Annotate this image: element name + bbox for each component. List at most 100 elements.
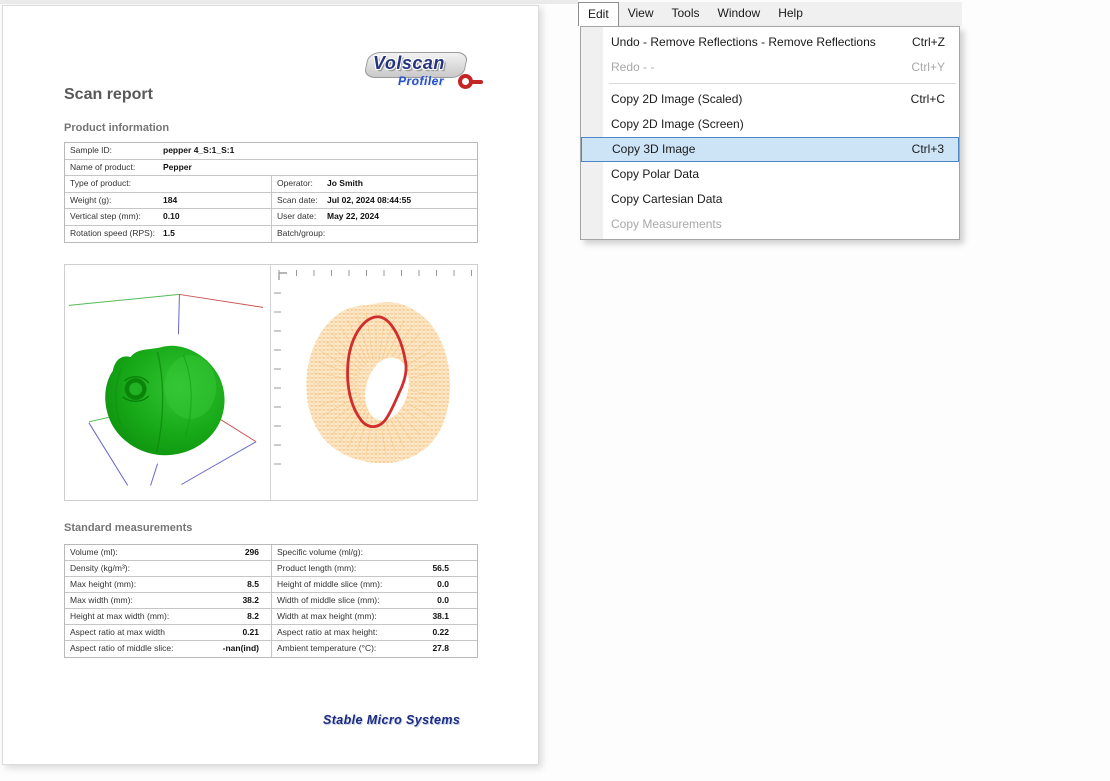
row-value: -nan(ind) [222,643,259,653]
row-value: 38.2 [242,595,259,605]
menu-edit[interactable]: Edit [578,2,619,26]
row-label: User date: [277,211,317,221]
row-value: 0.0 [437,579,449,589]
table-row: Max width (mm): 38.2 Width of middle slice… [65,593,477,609]
row-left-half: Max height (mm): 8.5 [65,577,271,592]
menu-item-copy-measurements: Copy Measurements [581,212,959,237]
row-value: Jo Smith [327,178,363,188]
menu-item-label: Undo - Remove Reflections - Remove Refle… [611,35,876,49]
row-label: Vertical step (mm): [70,211,141,221]
table-row: Sample ID: pepper 4_S:1_S:1 [65,143,477,160]
menu-item-copy-3d-image[interactable]: Copy 3D Image Ctrl+3 [581,137,959,162]
product-info-heading: Product information [64,122,170,134]
table-row: Height at max width (mm): 8.2 Width at max… [65,609,477,625]
row-label: Volume (ml): [70,547,118,557]
row-value: 27.8 [432,643,449,653]
row-value: Jul 02, 2024 08:44:55 [327,194,412,205]
row-right-half: Width at max height (mm): 38.1 [271,609,477,624]
row-right-half: Width of middle slice (mm): 0.0 [271,593,477,608]
core-contour [346,315,408,429]
menu-item-label: Copy Measurements [611,217,722,231]
row-value: 0.22 [432,627,449,637]
row-label: Density (kg/m³): [70,563,130,573]
menu-shortcut: Ctrl+Z [912,35,945,49]
menu-item-copy-cartesian-data[interactable]: Copy Cartesian Data [581,187,959,212]
row-right-half: Product length (mm): 56.5 [271,561,477,576]
table-row: Type of product: Operator: Jo Smith [65,176,477,193]
menu-item-copy-2d-image-scaled[interactable]: Copy 2D Image (Scaled) Ctrl+C [581,87,959,112]
row-label: Specific volume (ml/g): [277,547,363,557]
row-label: Rotation speed (RPS): [70,227,156,238]
row-right-half: Aspect ratio at max height: 0.22 [271,625,477,640]
scan-visualization-panel [64,264,478,501]
menu-item-undo-remove-reflections-remove-reflections[interactable]: Undo - Remove Reflections - Remove Refle… [581,30,959,55]
menu-item-label: Copy 2D Image (Screen) [611,117,744,131]
menu-help[interactable]: Help [778,6,803,20]
row-value: 1.5 [163,227,175,238]
menu-item-label: Copy Polar Data [611,167,700,181]
volscan-profiler-logo: Volscan Profiler [363,50,483,94]
row-left-half: Volume (ml): 296 [65,545,271,560]
row-value: May 22, 2024 [327,211,379,221]
table-row: Volume (ml): 296 Specific volume (ml/g): [65,545,477,561]
menu-item-label: Redo - - [611,60,655,74]
logo-c-icon [458,74,483,89]
pepper-3d-body [105,345,225,456]
row-value: 56.5 [432,563,449,573]
row-label: Product length (mm): [277,563,357,573]
menu-shortcut: Ctrl+3 [911,142,944,156]
menu-window[interactable]: Window [717,6,761,20]
row-left-half: Aspect ratio of middle slice: -nan(ind) [65,641,271,657]
menu-item-label: Copy 2D Image (Scaled) [611,92,743,106]
row-value [259,561,271,576]
menu-shortcut: Ctrl+Y [911,60,945,74]
table-row: Max height (mm): 8.5 Height of middle slic… [65,577,477,593]
row-label: Type of product: [70,178,131,188]
menu-item-label: Copy 3D Image [612,142,696,156]
row-left-half: Height at max width (mm): 8.2 [65,609,271,624]
table-row: Density (kg/m³): Product length (mm): 56.5 [65,561,477,577]
row-left-half: Vertical step (mm): 0.10 [65,209,271,225]
row-label: Height of middle slice (mm): [277,579,383,589]
row-right-half: Ambient temperature (°C): 27.8 [271,641,477,657]
row-label: Aspect ratio at max height: [277,627,378,637]
row-left-half: Type of product: [65,176,271,192]
row-value: 38.1 [432,611,449,621]
row-left-half: Max width (mm): 38.2 [65,593,271,608]
row-right-half: Height of middle slice (mm): 0.0 [271,577,477,592]
row-left-half: Rotation speed (RPS): 1.5 [65,226,271,243]
menu-tools[interactable]: Tools [671,6,700,20]
row-value: Pepper [163,161,192,172]
menu-shortcut: Ctrl+C [910,92,945,106]
row-label: Max width (mm): [70,595,133,605]
table-row: Rotation speed (RPS): 1.5 Batch/group: [65,225,477,243]
logo-profiler-text: Profiler [398,74,445,88]
menu-item-redo: Redo - - Ctrl+Y [581,55,959,80]
row-value: 8.2 [247,611,259,621]
edit-menu-dropdown: Undo - Remove Reflections - Remove Refle… [580,26,960,240]
row-label: Width of middle slice (mm): [277,595,380,605]
row-value: 296 [244,547,259,557]
menu-item-copy-polar-data[interactable]: Copy Polar Data [581,162,959,187]
row-value: 0.21 [242,627,259,637]
row-value: 0.0 [437,595,449,605]
row-right-half: Operator: Jo Smith [271,176,477,192]
menu-item-copy-2d-image-screen[interactable]: Copy 2D Image (Screen) [581,112,959,137]
menu-view[interactable]: View [627,6,654,20]
product-info-table: Sample ID: pepper 4_S:1_S:1 Name of produc… [64,142,478,243]
table-row: Name of product: Pepper [65,160,477,176]
page-background-strip [0,0,578,4]
menu-bar: Edit View Tools Window Help [578,2,962,26]
menu-separator [609,83,956,84]
measurements-table: Volume (ml): 296 Specific volume (ml/g): De… [64,544,478,658]
row-label: Max height (mm): [70,579,137,589]
row-label: Name of product: [70,161,136,172]
measurements-heading: Standard measurements [64,522,193,534]
row-label: Aspect ratio of middle slice: [70,643,174,653]
row-right-half: Batch/group: [271,225,477,242]
logo-volscan-text: Volscan [373,53,445,73]
row-right-half: User date: May 22, 2024 [271,209,477,225]
row-right-half: Scan date: Jul 02, 2024 08:44:55 [271,192,477,208]
row-label: Weight (g): [70,194,112,205]
row-label: Sample ID: [70,145,113,155]
